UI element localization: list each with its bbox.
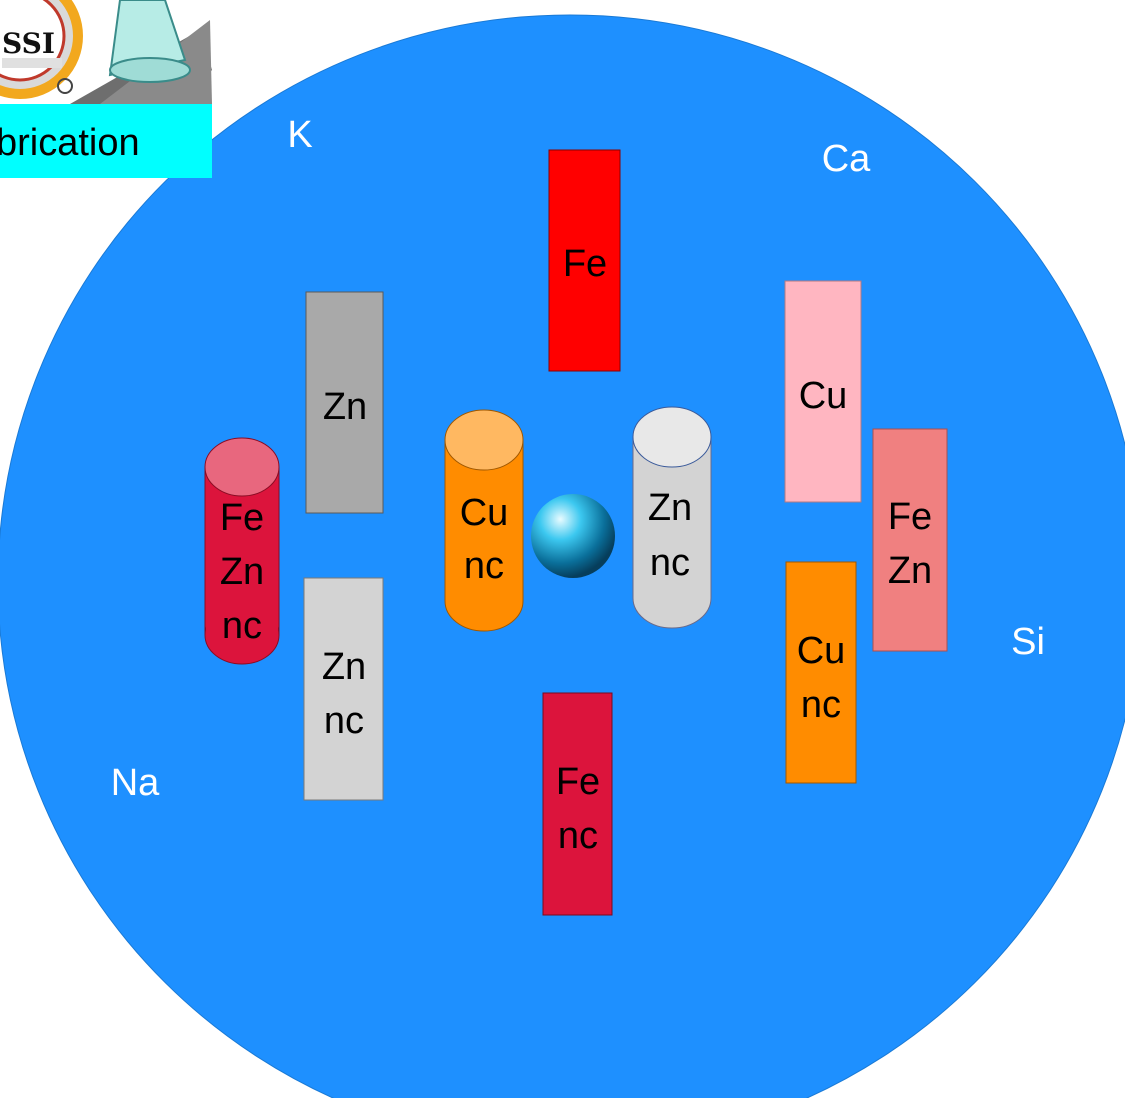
block-cu-nc-right: Cu nc	[785, 561, 857, 784]
cylinder-fe-zn-nc: Fe Zn nc	[204, 437, 280, 665]
svg-text:Zn: Zn	[220, 551, 264, 593]
logo-text: SSI	[2, 27, 55, 60]
svg-text:Fe: Fe	[563, 243, 607, 285]
svg-text:Cu: Cu	[460, 492, 509, 534]
svg-text:Cu: Cu	[797, 630, 846, 672]
svg-text:Cu: Cu	[799, 375, 848, 417]
svg-text:Zn: Zn	[322, 646, 366, 688]
block-zn-nc-left: Zn nc	[303, 577, 384, 801]
block-cu-right: Cu	[784, 280, 862, 503]
block-fe-zn-right: Fe Zn	[872, 428, 948, 652]
ssi-logo-icon: SSI	[0, 0, 212, 104]
block-zn-left: Zn	[305, 291, 384, 514]
label-na: Na	[111, 762, 160, 804]
label-ca: Ca	[822, 138, 871, 180]
svg-text:nc: nc	[324, 700, 364, 742]
svg-text:Zn: Zn	[648, 487, 692, 529]
block-fe-nc-bottom: Fe nc	[542, 692, 613, 916]
svg-text:nc: nc	[558, 815, 598, 857]
cylinder-cu-nc-center: Cu nc	[444, 409, 524, 632]
svg-text:Zn: Zn	[323, 386, 367, 428]
svg-text:nc: nc	[650, 542, 690, 584]
banner-text: brication	[0, 122, 140, 164]
svg-text:nc: nc	[464, 545, 504, 587]
label-k: K	[287, 114, 312, 156]
svg-text:nc: nc	[801, 684, 841, 726]
svg-text:Fe: Fe	[888, 496, 932, 538]
svg-text:Fe: Fe	[220, 497, 264, 539]
svg-text:Zn: Zn	[888, 550, 932, 592]
label-si: Si	[1011, 621, 1045, 663]
svg-text:nc: nc	[222, 605, 262, 647]
cylinder-zn-nc-center: Zn nc	[632, 406, 712, 629]
svg-text:Fe: Fe	[556, 761, 600, 803]
sphere-icon	[531, 494, 615, 578]
banner	[0, 104, 212, 178]
block-fe-top: Fe	[548, 149, 621, 372]
